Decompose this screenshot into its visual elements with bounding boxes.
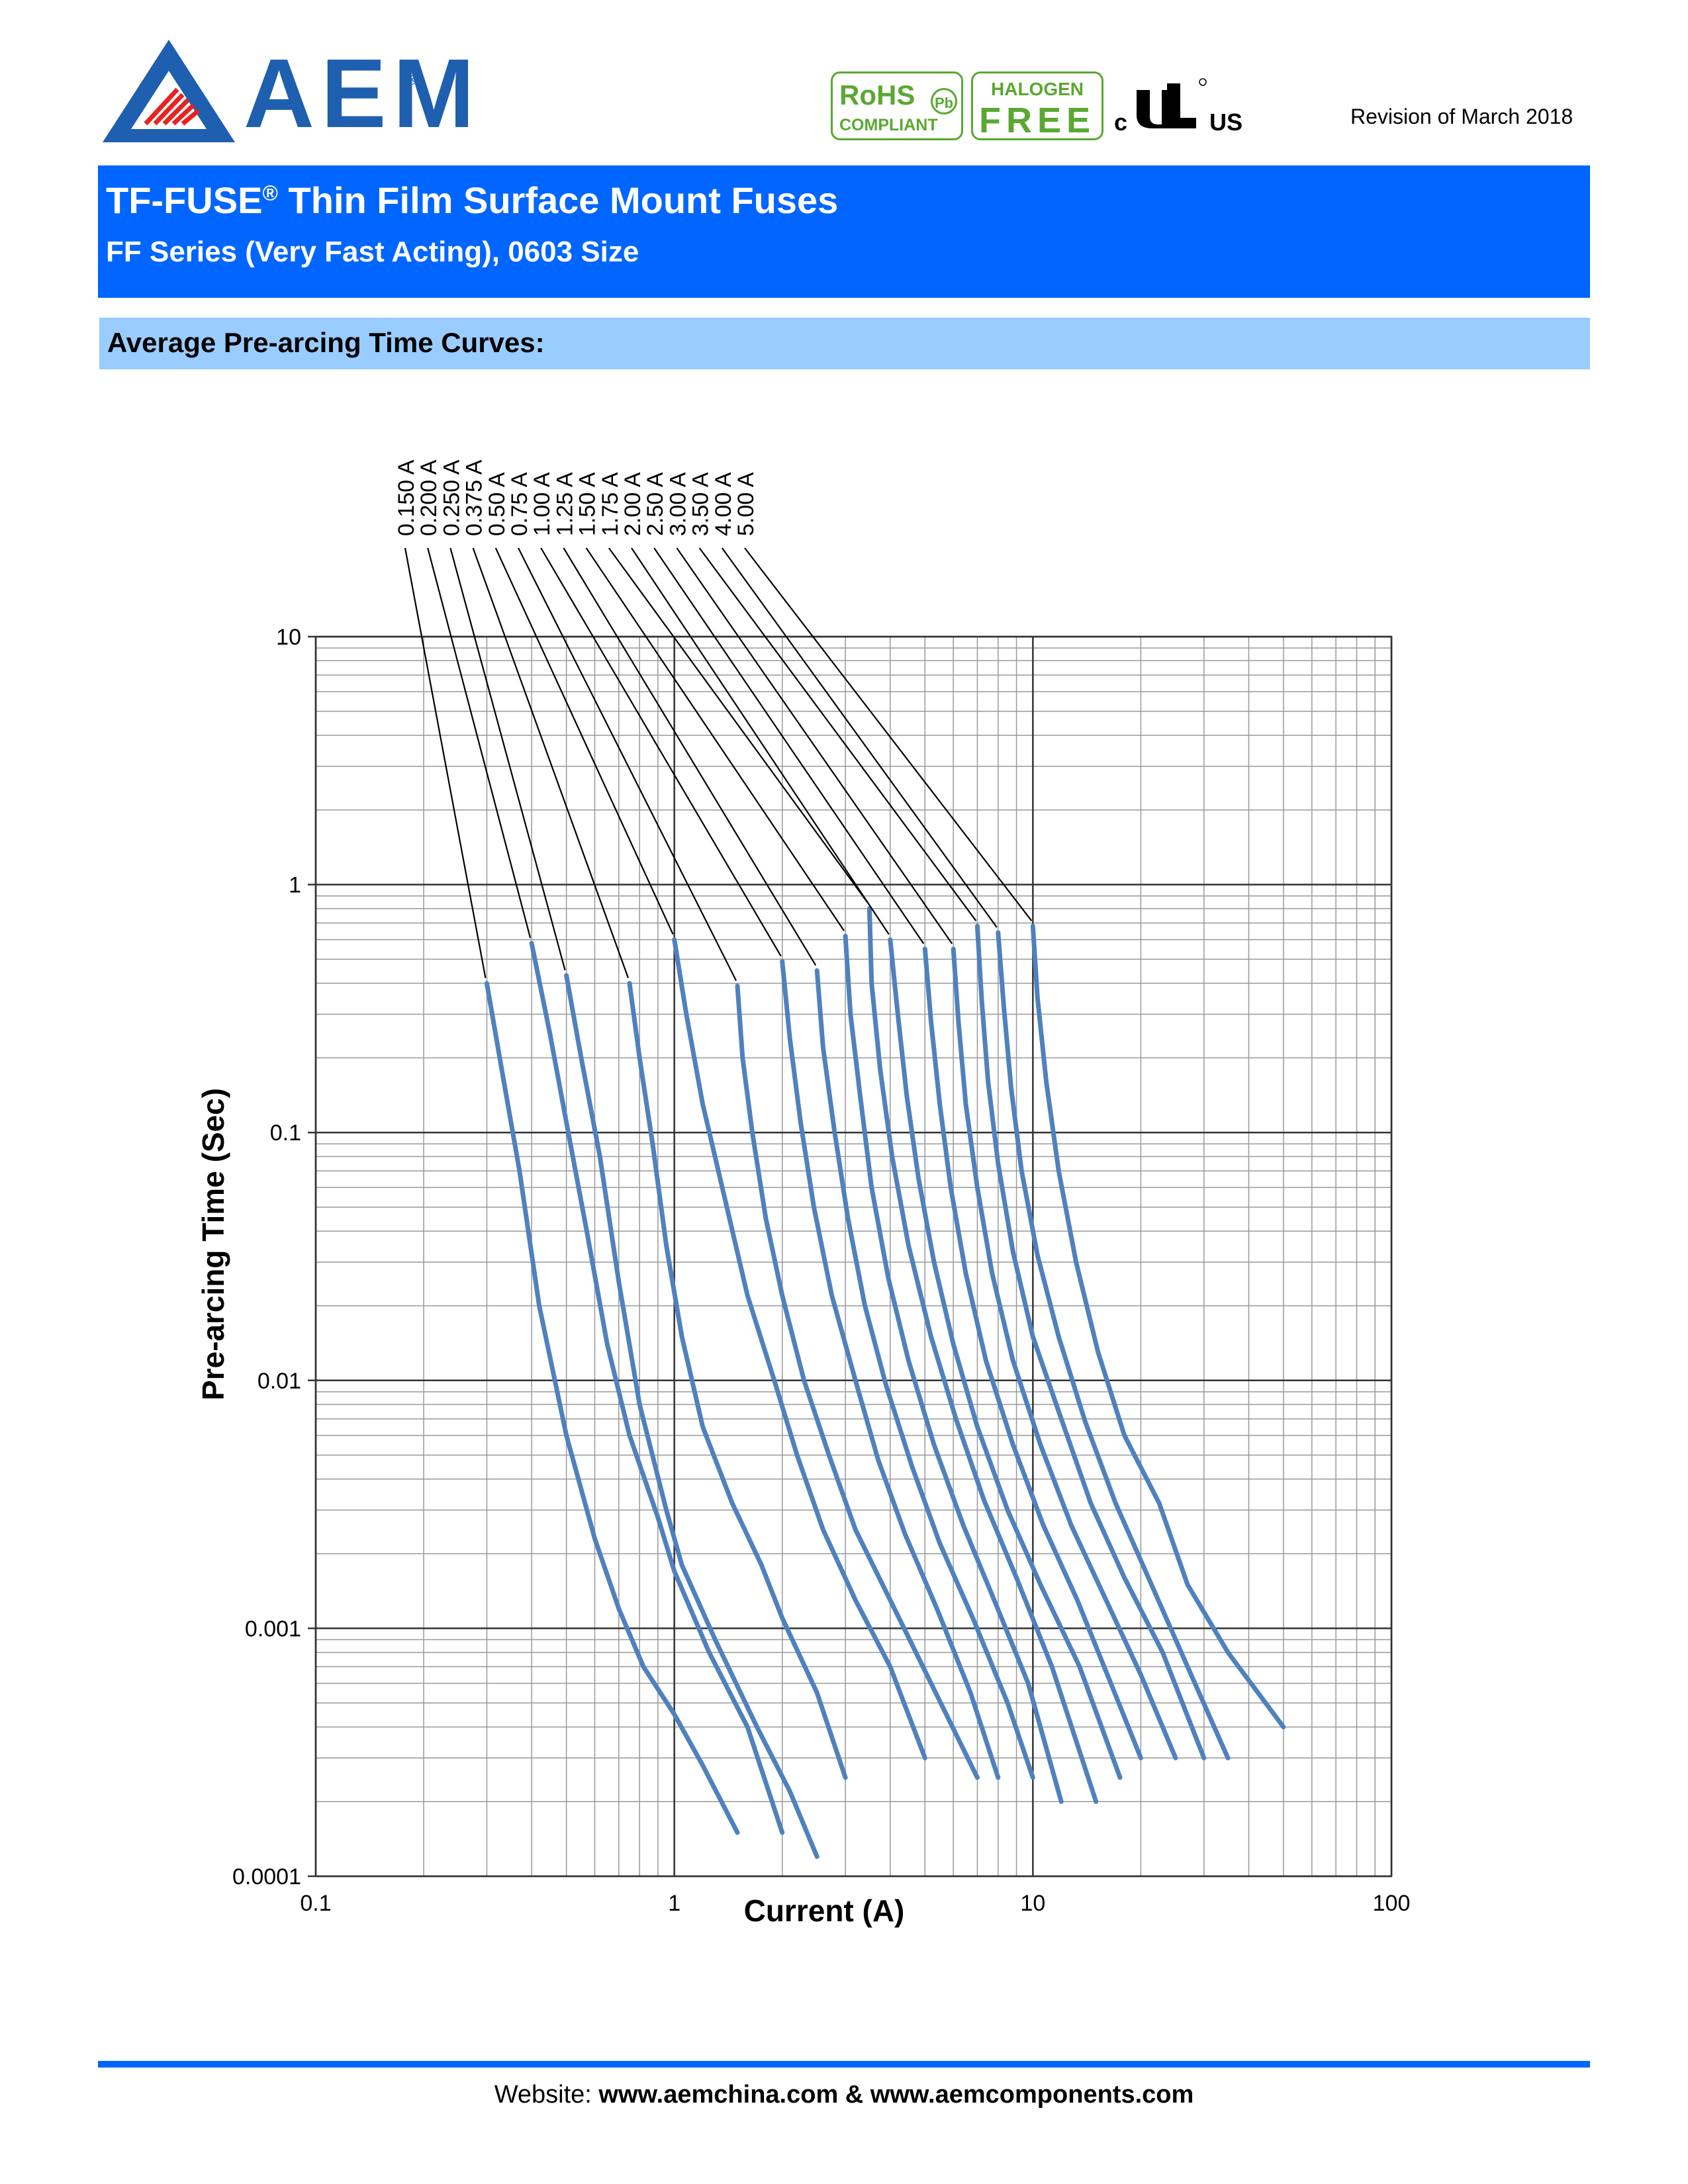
x-tick-label: 10	[1020, 1891, 1045, 1916]
chart-minor-grid	[316, 637, 1391, 1876]
title-rest: Thin Film Surface Mount Fuses	[278, 179, 839, 221]
series-label: 2.50 A	[643, 472, 668, 536]
series-label: 0.200 A	[416, 459, 442, 536]
fuse-curve	[1030, 923, 1286, 1729]
pre-arcing-time-chart: 0.150 A0.200 A0.250 A0.375 A0.50 A0.75 A…	[196, 459, 1410, 1928]
series-leader-line	[494, 547, 674, 935]
chart-label-leaders	[404, 547, 1033, 981]
page-subtitle: FF Series (Very Fast Acting), 0603 Size	[106, 236, 639, 268]
series-label: 3.50 A	[688, 472, 714, 536]
ul-c-label: c	[1114, 109, 1128, 136]
x-axis-label: Current (A)	[744, 1893, 905, 1928]
series-leader-line	[698, 547, 977, 921]
footer-prefix: Website:	[494, 2081, 599, 2109]
free-label: FREE	[978, 101, 1096, 140]
fuse-curve	[627, 981, 848, 1780]
fuse-curve	[564, 973, 820, 1859]
x-tick-label: 100	[1373, 1891, 1411, 1916]
chart-major-grid	[308, 635, 1393, 1878]
title-registered-mark: ®	[262, 181, 278, 205]
logo-registered-mark: ®	[405, 69, 418, 89]
series-leader-line	[631, 547, 890, 935]
lead-free-icon: Pb	[931, 88, 957, 114]
series-leader-line	[676, 547, 953, 944]
series-label: 1.75 A	[598, 472, 623, 536]
series-label: 1.25 A	[552, 472, 577, 536]
y-tick-label: 10	[276, 625, 301, 650]
fuse-curve	[951, 946, 1178, 1760]
fuse-curve	[735, 983, 980, 1780]
series-leader-line	[744, 547, 1033, 922]
series-leader-line	[518, 547, 737, 981]
series-label: 0.50 A	[485, 472, 510, 536]
series-label: 0.250 A	[439, 459, 464, 536]
aem-logo-mark	[103, 40, 235, 142]
fuse-curve	[780, 959, 1001, 1780]
series-leader-line	[563, 547, 817, 966]
fuse-curve	[888, 937, 1123, 1780]
rohs-badge: RoHS Pb COMPLIANT	[831, 71, 963, 140]
y-tick-label: 1	[289, 873, 301, 898]
fuse-curve	[672, 937, 927, 1760]
series-leader-line	[404, 547, 487, 978]
chart-tick-labels: 0.1 1 10 100 10 1 0.1 0.01 0.001 0.0001	[232, 625, 1410, 1916]
series-leader-line	[721, 547, 998, 928]
fuse-curve	[529, 940, 785, 1835]
series-leader-line	[449, 547, 566, 971]
y-tick-label: 0.01	[258, 1369, 301, 1394]
page-title: TF-FUSE® Thin Film Surface Mount Fuses	[106, 179, 838, 222]
chart-series-labels: 0.150 A0.200 A0.250 A0.375 A0.50 A0.75 A…	[394, 459, 759, 536]
series-leader-line	[427, 547, 532, 938]
ul-us-label: US	[1209, 109, 1243, 136]
certification-badges: RoHS Pb COMPLIANT HALOGEN FREE c US	[831, 71, 1254, 144]
footer: Website: www.aemchina.com & www.aemcompo…	[0, 2081, 1688, 2109]
fuse-curve	[814, 968, 1035, 1780]
section-header: Average Pre-arcing Time Curves:	[99, 318, 1590, 369]
x-tick-label: 1	[668, 1891, 680, 1916]
chart-curves	[484, 906, 1286, 1859]
title-banner: TF-FUSE® Thin Film Surface Mount Fuses F…	[98, 165, 1590, 298]
series-leader-line	[585, 547, 845, 931]
rohs-compliant-label: COMPLIANT	[839, 116, 938, 134]
footer-websites: www.aemchina.com & www.aemcomponents.com	[598, 2081, 1194, 2109]
y-tick-label: 0.001	[245, 1616, 301, 1641]
series-label: 5.00 A	[733, 472, 759, 536]
series-label: 2.00 A	[620, 472, 645, 536]
plot-frame	[314, 635, 1393, 1878]
series-leader-line	[653, 547, 925, 944]
title-brand: TF-FUSE	[106, 179, 263, 221]
ul-recognized-icon	[1137, 78, 1207, 128]
fuse-curve	[484, 981, 740, 1835]
series-label: 1.50 A	[575, 472, 600, 536]
fuse-curve	[843, 933, 1064, 1804]
footer-rule	[98, 2061, 1590, 2068]
y-tick-label: 0.0001	[232, 1864, 301, 1889]
y-tick-label: 0.1	[270, 1120, 301, 1146]
revision-date: Revision of March 2018	[1350, 105, 1573, 128]
y-axis-label: Pre-arcing Time (Sec)	[196, 1088, 230, 1400]
logo-wordmark: AEM	[244, 39, 481, 148]
series-label: 1.00 A	[530, 472, 555, 536]
fuse-curve	[974, 923, 1207, 1760]
x-tick-label: 0.1	[300, 1891, 331, 1916]
series-leader-line	[608, 547, 869, 904]
series-label: 3.00 A	[665, 472, 690, 536]
halogen-free-badge: HALOGEN FREE	[971, 71, 1103, 140]
rohs-label: RoHS	[839, 79, 915, 111]
series-label: 0.75 A	[507, 472, 532, 536]
series-label: 4.00 A	[711, 472, 736, 536]
fuse-curve	[922, 946, 1143, 1760]
halogen-label: HALOGEN	[991, 79, 1084, 99]
series-leader-line	[540, 547, 782, 957]
section-title: Average Pre-arcing Time Curves:	[107, 327, 545, 358]
series-leader-line	[472, 547, 630, 979]
fuse-curve	[867, 906, 1099, 1804]
fuse-curve	[996, 930, 1231, 1760]
series-label: 0.150 A	[394, 459, 419, 536]
series-label: 0.375 A	[462, 459, 487, 536]
